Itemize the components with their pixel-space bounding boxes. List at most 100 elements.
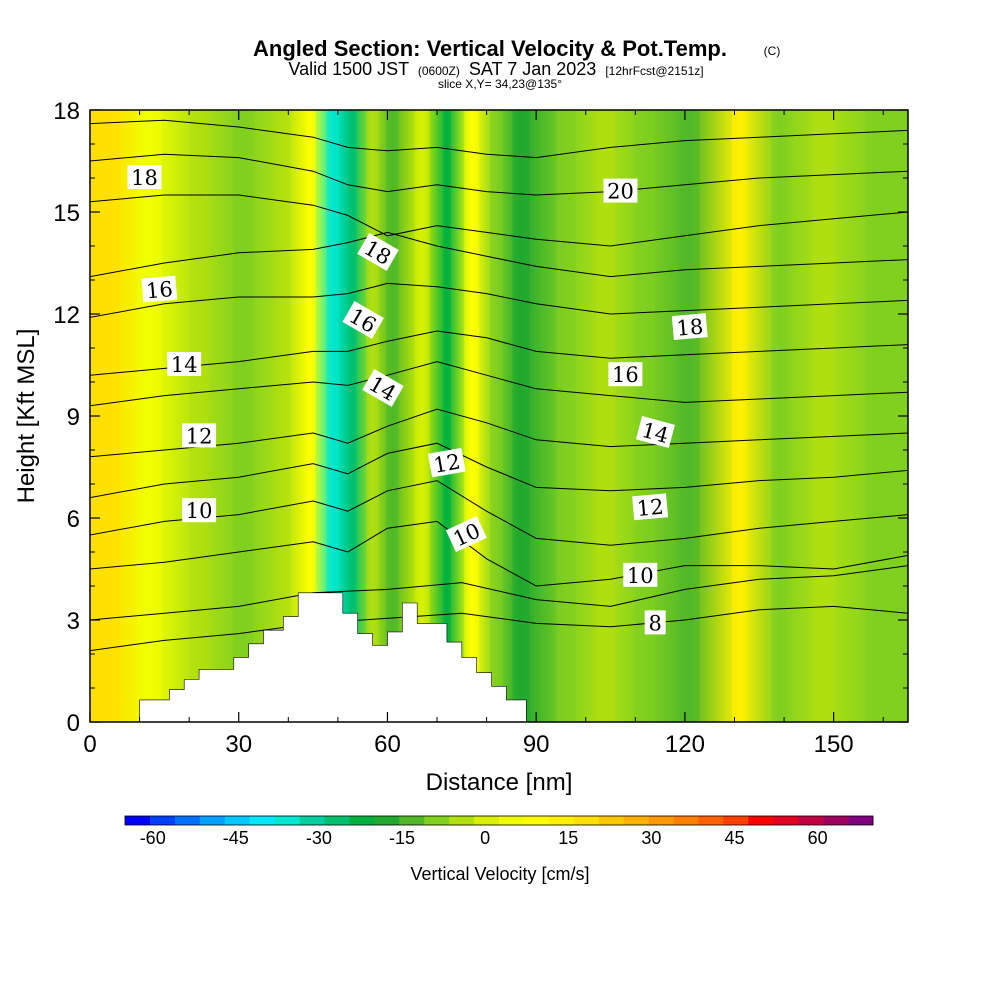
isentrope-13 — [90, 408, 908, 458]
colorbar-bin-16 — [523, 816, 550, 825]
svg-text:20: 20 — [607, 180, 634, 204]
colorbar-bin-4 — [224, 816, 250, 825]
colorbar-label-7: 45 — [724, 828, 744, 848]
contour-label-4: 10 — [182, 498, 217, 523]
y-tick-label-18: 18 — [53, 98, 80, 125]
velocity-band-11 — [443, 110, 451, 722]
copyright-mark: (C) — [764, 44, 781, 58]
colorbar-bin-18 — [573, 816, 600, 825]
y-tick-label-0: 0 — [67, 710, 80, 737]
colorbar-bin-10 — [374, 816, 400, 825]
x-tick-label-120: 120 — [665, 731, 705, 758]
colorbar-bin-15 — [499, 816, 525, 825]
velocity-band-20 — [771, 110, 787, 722]
velocity-band-4 — [275, 110, 291, 722]
svg-text:16: 16 — [612, 363, 639, 387]
velocity-band-12 — [464, 110, 480, 722]
colorbar-bin-11 — [399, 816, 425, 825]
svg-text:12: 12 — [432, 449, 462, 477]
slice-info: slice X,Y= 34,23@135° — [438, 77, 562, 91]
colorbar: -60 -45 -30 -15 0 15 30 45 60 — [124, 815, 874, 848]
contour-label-14: 12 — [632, 493, 669, 521]
colorbar-bin-2 — [174, 816, 201, 825]
svg-text:16: 16 — [145, 277, 174, 303]
valid-time: Valid 1500 JST — [288, 59, 409, 79]
velocity-band-3 — [233, 110, 254, 722]
contour-label-11: 18 — [671, 313, 708, 341]
colorbar-bin-19 — [598, 816, 624, 825]
y-tick-label-9: 9 — [67, 404, 80, 431]
colorbar-label-2: -30 — [306, 828, 332, 848]
velocity-band-15 — [556, 110, 576, 722]
isentrope-19 — [90, 153, 908, 196]
colorbar-bin-12 — [424, 816, 450, 825]
svg-text:18: 18 — [676, 314, 705, 340]
velocity-band-9 — [386, 110, 399, 722]
colorbar-bin-1 — [149, 816, 176, 825]
velocity-band-8 — [366, 110, 379, 722]
colorbar-bin-17 — [548, 816, 575, 825]
valid-date: SAT 7 Jan 2023 — [469, 59, 596, 79]
contour-label-1: 16 — [141, 275, 178, 303]
velocity-band-21 — [811, 110, 837, 722]
velocity-band-1 — [137, 110, 162, 722]
isentrope-8 — [90, 605, 908, 652]
colorbar-bin-23 — [698, 816, 724, 825]
colorbar-bin-22 — [673, 816, 699, 825]
colorbar-bin-13 — [449, 816, 475, 825]
colorbar-label-5: 15 — [558, 828, 578, 848]
velocity-band-13 — [490, 110, 503, 722]
contour-label-3: 12 — [182, 423, 217, 448]
isentrope-9 — [90, 565, 908, 621]
forecast-info: [12hrFcst@2151z] — [605, 64, 703, 78]
velocity-band-5 — [305, 110, 316, 722]
colorbar-bin-7 — [299, 816, 325, 825]
isentrope-17 — [90, 231, 908, 278]
velocity-band-7 — [349, 110, 357, 722]
contour-label-16: 8 — [644, 610, 666, 635]
svg-text:10: 10 — [186, 499, 213, 523]
svg-text:12: 12 — [186, 424, 213, 448]
svg-text:10: 10 — [627, 564, 654, 588]
x-tick-label-150: 150 — [814, 731, 854, 758]
x-tick-label-90: 90 — [523, 731, 550, 758]
contour-label-2: 14 — [167, 352, 202, 377]
colorbar-label-8: 60 — [808, 828, 828, 848]
colorbar-bin-26 — [773, 816, 799, 825]
contour-label-15: 10 — [623, 562, 658, 588]
velocity-band-18 — [679, 110, 700, 722]
chart-title: Angled Section: Vertical Velocity & Pot.… — [253, 36, 727, 61]
x-tick-label-0: 0 — [83, 731, 96, 758]
colorbar-label-3: -15 — [389, 828, 415, 848]
velocity-band-6 — [326, 110, 340, 722]
contour-label-0: 18 — [127, 165, 162, 190]
colorbar-frame — [124, 815, 874, 826]
velocity-band-2 — [189, 110, 209, 722]
colorbar-label-1: -45 — [223, 828, 249, 848]
y-tick-label-3: 3 — [67, 608, 80, 635]
valid-zulu: (0600Z) — [418, 64, 460, 78]
colorbar-label-0: -60 — [140, 828, 166, 848]
colorbar-bin-25 — [748, 816, 774, 825]
colorbar-title: Vertical Velocity [cm/s] — [410, 864, 589, 884]
isentrope-11 — [90, 480, 908, 546]
velocity-band-10 — [414, 110, 430, 722]
velocity-band-14 — [512, 110, 530, 722]
colorbar-bin-24 — [723, 816, 749, 825]
isentrope-18 — [90, 194, 908, 247]
svg-text:12: 12 — [636, 495, 665, 521]
potential-temperature-contours — [90, 119, 908, 652]
axis-ticks: 0 30 60 90 120 150 0 3 6 9 12 15 18 — [53, 98, 908, 758]
contour-label-8: 12 — [427, 447, 466, 478]
vertical-velocity-field — [90, 110, 908, 722]
colorbar-bin-28 — [823, 816, 849, 825]
colorbar-bin-6 — [274, 816, 300, 825]
colorbar-bin-9 — [349, 816, 375, 825]
isentrope-14 — [90, 361, 908, 407]
colorbar-label-6: 30 — [641, 828, 661, 848]
velocity-band-16 — [595, 110, 616, 722]
x-axis-title: Distance [nm] — [426, 769, 573, 796]
colorbar-bin-8 — [324, 816, 350, 825]
svg-text:14: 14 — [171, 353, 198, 377]
